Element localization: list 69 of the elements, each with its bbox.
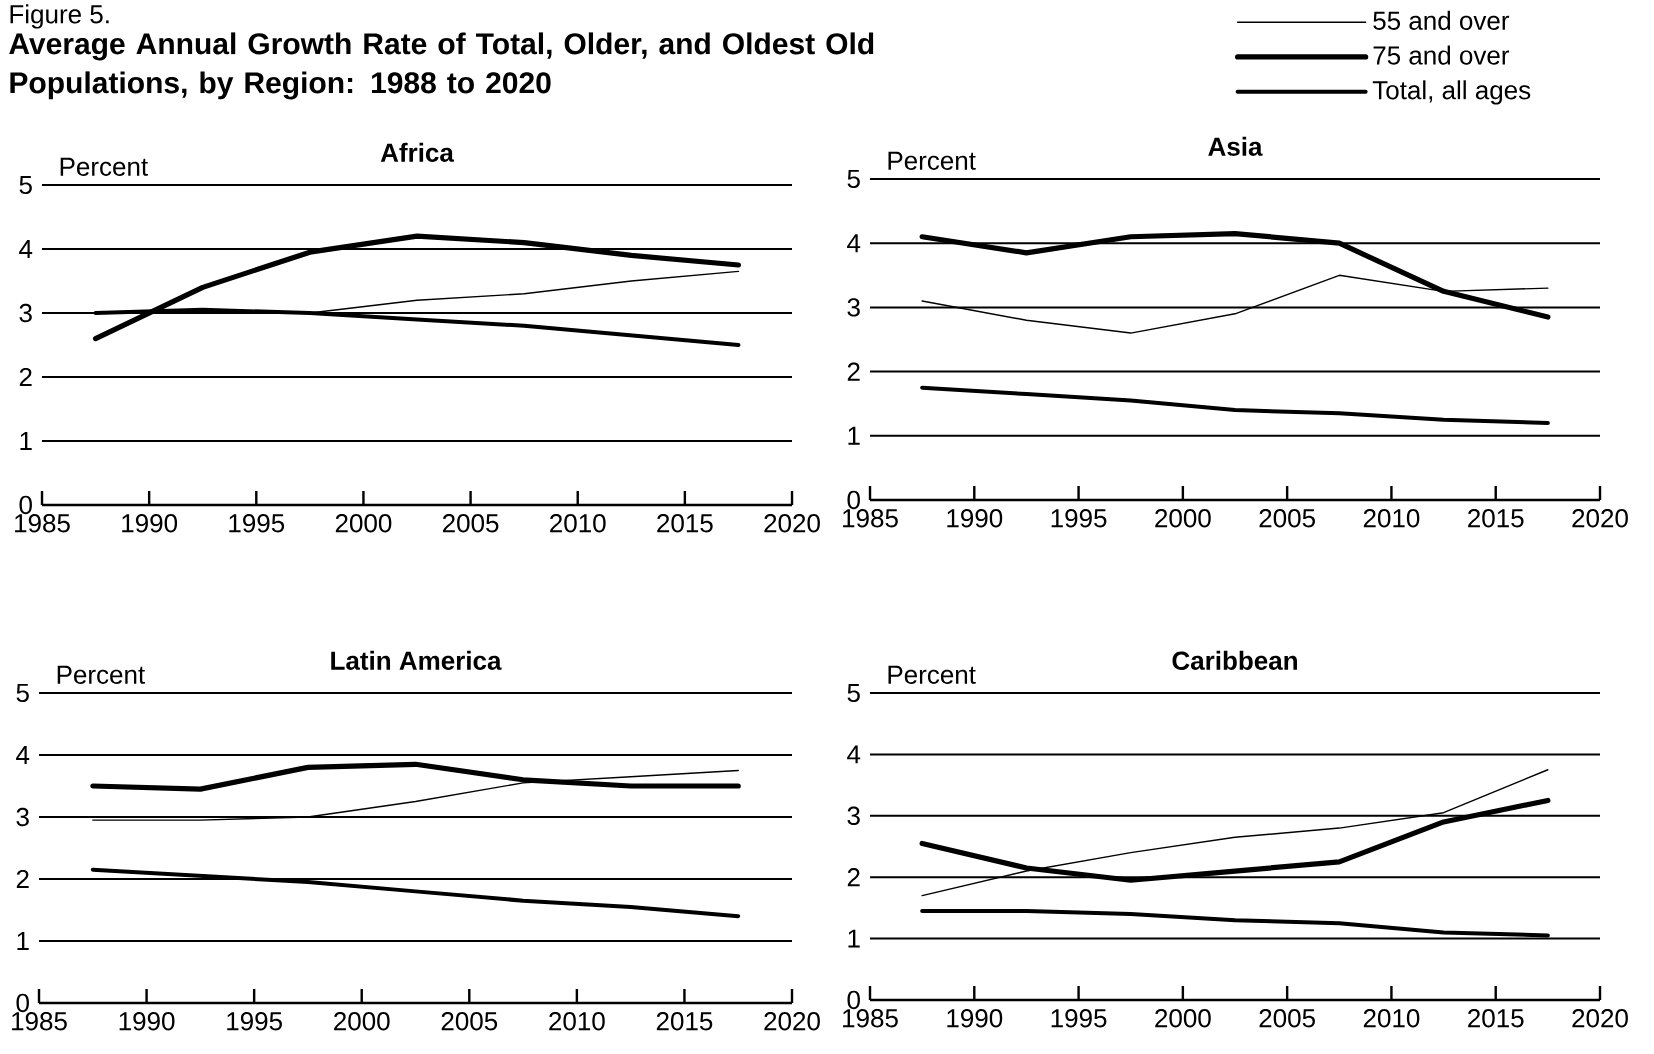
y-tick-label: 4 bbox=[19, 240, 33, 258]
chart-title: Latin America bbox=[331, 650, 502, 670]
x-tick-label: 2005 bbox=[1259, 1009, 1315, 1028]
x-tick-label: 2005 bbox=[441, 1012, 498, 1031]
x-tick-label: 2015 bbox=[1468, 509, 1524, 528]
x-tick-label: 2020 bbox=[764, 1012, 820, 1031]
x-tick-label: 2005 bbox=[442, 514, 499, 533]
text: Average Annual Growth Rate of Total, Older, and Oldest Old Populations, by Region: 1988 to 2020 bbox=[9, 32, 874, 100]
x-tick-label: 2000 bbox=[1155, 1009, 1211, 1028]
chart-title: Asia bbox=[1208, 136, 1263, 156]
x-tick-label: 2015 bbox=[657, 514, 713, 533]
y-tick-label: 4 bbox=[16, 746, 30, 764]
legend-label: 75 and over bbox=[1373, 45, 1510, 65]
y-axis-title: Percent bbox=[60, 157, 148, 176]
x-tick-label: 2010 bbox=[550, 514, 606, 533]
x-tick-label: 1995 bbox=[1051, 1009, 1107, 1028]
x-tick-label: 1990 bbox=[947, 1009, 1003, 1028]
y-tick-label: 0 bbox=[19, 495, 32, 515]
y-tick-label: 3 bbox=[847, 298, 860, 317]
x-tick-label: 1990 bbox=[122, 514, 178, 533]
x-tick-label: 2010 bbox=[1363, 509, 1420, 528]
y-tick-label: 2 bbox=[16, 869, 29, 889]
y-tick-label: 5 bbox=[19, 175, 32, 195]
y-tick-label: 0 bbox=[847, 490, 860, 510]
x-tick-label: 1985 bbox=[843, 1009, 898, 1028]
x-tick-label: 2010 bbox=[549, 1012, 605, 1031]
x-tick-label: 1990 bbox=[947, 509, 1003, 528]
legend-label: 55 and over bbox=[1373, 10, 1510, 30]
y-tick-label: 3 bbox=[847, 806, 860, 825]
x-tick-label: 2020 bbox=[1572, 509, 1628, 528]
y-tick-label: 2 bbox=[847, 362, 860, 381]
y-tick-label: 1 bbox=[20, 432, 32, 450]
x-tick-label: 1990 bbox=[119, 1012, 175, 1031]
x-tick-label: 2010 bbox=[1363, 1009, 1420, 1028]
x-tick-label: 2015 bbox=[656, 1012, 713, 1031]
x-tick-label: 1985 bbox=[843, 509, 898, 528]
x-tick-label: 1995 bbox=[1051, 509, 1107, 528]
y-axis-title: Percent bbox=[888, 665, 976, 684]
y-axis-title: Percent bbox=[57, 665, 145, 684]
y-tick-label: 0 bbox=[16, 993, 29, 1013]
y-tick-label: 1 bbox=[17, 932, 29, 950]
caption: Figure 5. bbox=[10, 4, 109, 29]
x-tick-label: 2000 bbox=[1155, 509, 1211, 528]
y-tick-label: 4 bbox=[847, 234, 861, 253]
y-tick-label: 1 bbox=[848, 929, 860, 948]
legend-label: Total, all ages bbox=[1372, 80, 1531, 105]
y-tick-label: 3 bbox=[19, 303, 32, 323]
y-tick-label: 2 bbox=[19, 367, 32, 387]
chart-title: Caribbean bbox=[1172, 650, 1297, 670]
x-tick-label: 2020 bbox=[764, 514, 820, 533]
x-tick-label: 2020 bbox=[1572, 1009, 1628, 1028]
y-tick-label: 3 bbox=[16, 807, 29, 827]
x-tick-label: 1995 bbox=[227, 1012, 282, 1031]
y-tick-label: 1 bbox=[848, 426, 860, 445]
y-tick-label: 4 bbox=[847, 745, 861, 764]
y-tick-label: 5 bbox=[847, 683, 860, 703]
x-tick-label: 1985 bbox=[12, 1012, 67, 1031]
y-tick-label: 0 bbox=[847, 990, 860, 1010]
y-axis-title: Percent bbox=[888, 151, 976, 170]
x-tick-label: 2005 bbox=[1259, 509, 1315, 528]
y-tick-label: 5 bbox=[16, 683, 29, 703]
x-tick-label: 1985 bbox=[15, 514, 70, 533]
x-tick-label: 2015 bbox=[1468, 1009, 1524, 1028]
x-tick-label: 2000 bbox=[335, 514, 392, 533]
y-tick-label: 2 bbox=[847, 868, 860, 887]
chart-title: Africa bbox=[380, 142, 455, 162]
x-tick-label: 2000 bbox=[334, 1012, 390, 1031]
y-tick-label: 5 bbox=[847, 169, 860, 189]
x-tick-label: 1995 bbox=[229, 514, 285, 533]
